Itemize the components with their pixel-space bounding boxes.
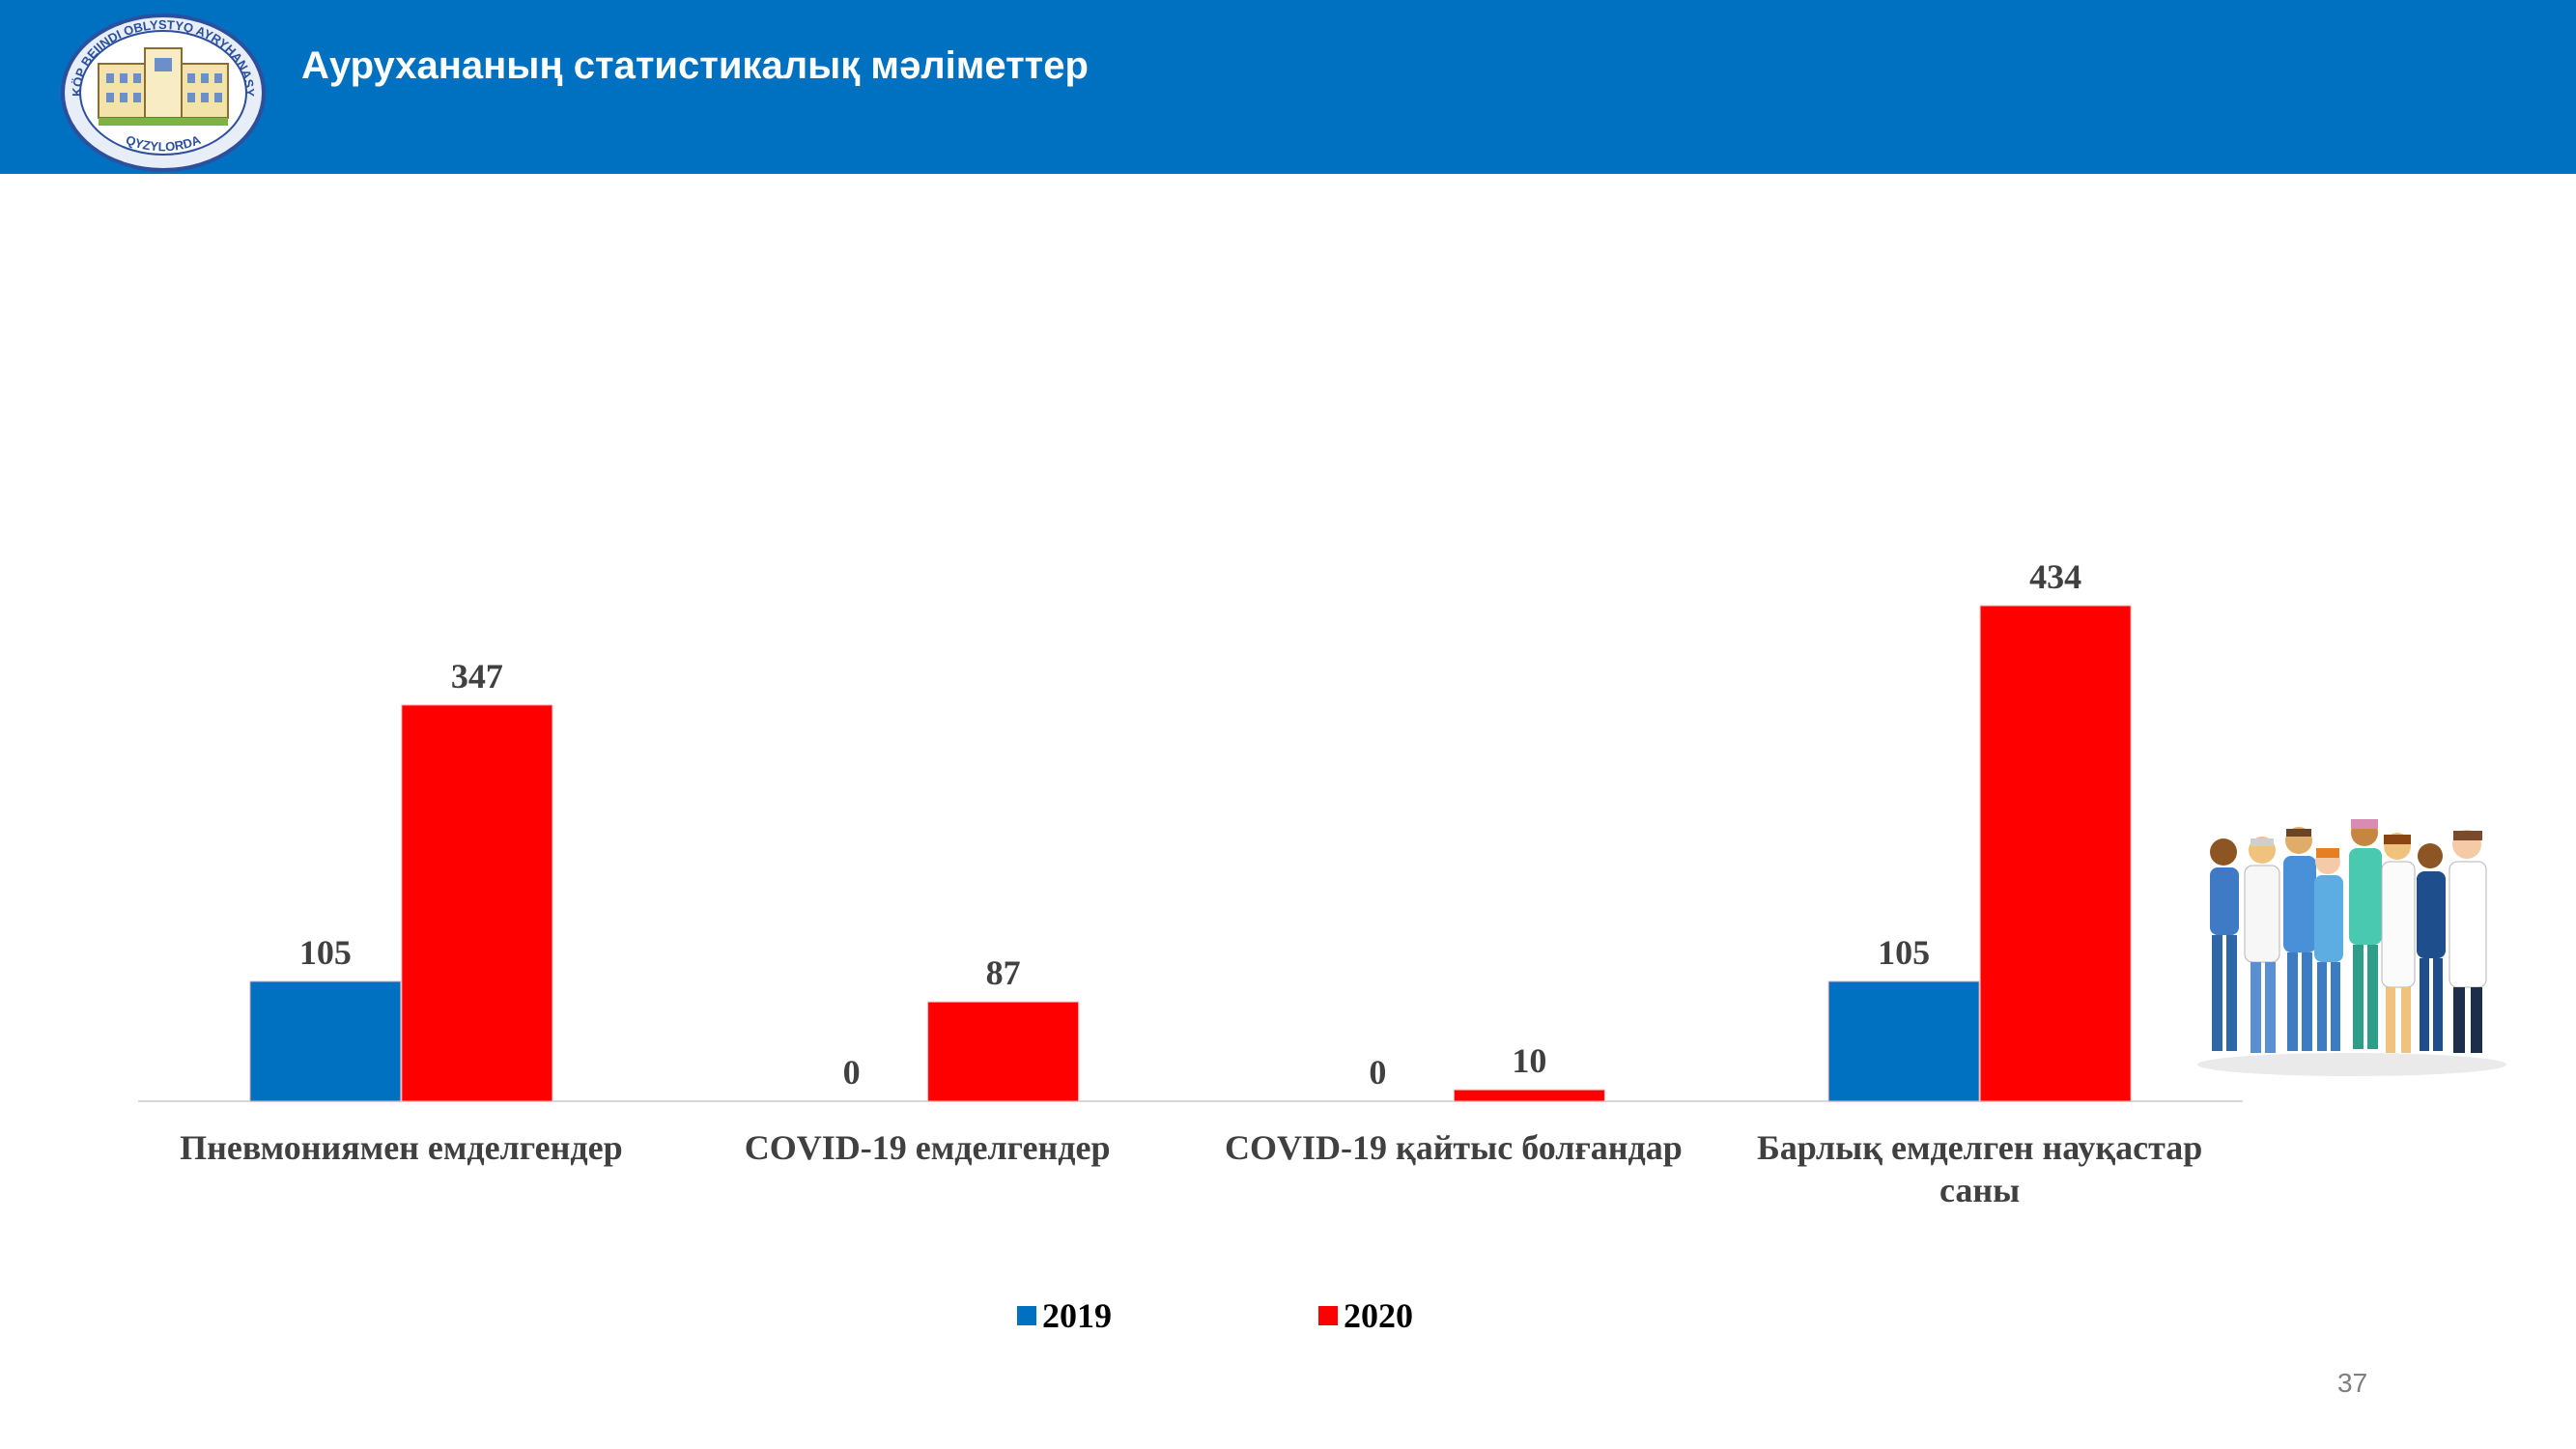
category-label-2: COVID-19 қайтыс болғандар [1225,1128,1683,1167]
data-label-2020-1: 87 [986,953,1021,992]
legend-swatch-2020 [1318,1306,1338,1325]
hospital-logo-icon: KÖP BEIINDI OBLYSTYQ AYRYHANASY QYZYLORD… [61,14,266,172]
bar-2020-1 [927,1001,1080,1102]
svg-text:QYZYLORDA: QYZYLORDA [124,132,203,155]
data-label-2019-1: 0 [843,1053,861,1092]
header-bar: KÖP BEIINDI OBLYSTYQ AYRYHANASY QYZYLORD… [0,0,2576,174]
bar-2019-3 [1827,980,1980,1102]
page-title: Аурухананың статистикалық мәліметтер [301,44,1089,87]
data-label-2020-0: 347 [451,657,503,696]
category-label-0: Пневмониямен емделгендер [180,1128,623,1167]
page-number: 37 [2337,1368,2368,1398]
data-label-2019-3: 105 [1878,933,1930,972]
bar-2019-0 [249,980,402,1102]
category-label-3: Барлық емделген науқастар саны [1757,1128,2202,1209]
bar-2020-2 [1453,1089,1605,1102]
bar-2020-0 [401,704,553,1102]
medical-staff-illustration-icon [2197,819,2506,1076]
data-label-2020-2: 10 [1512,1041,1546,1080]
legend-label-2020: 2020 [1344,1296,1413,1335]
category-label-1: COVID-19 емделгендер [745,1128,1111,1167]
logo-text-bottom: QYZYLORDA [124,132,203,155]
legend-label-2019: 2019 [1042,1296,1112,1335]
data-label-2020-3: 434 [2029,557,2081,596]
data-label-2019-0: 105 [299,933,352,972]
legend-swatch-2019 [1017,1306,1036,1325]
data-label-2019-2: 0 [1369,1053,1386,1092]
bar-2020-3 [1979,605,2132,1102]
